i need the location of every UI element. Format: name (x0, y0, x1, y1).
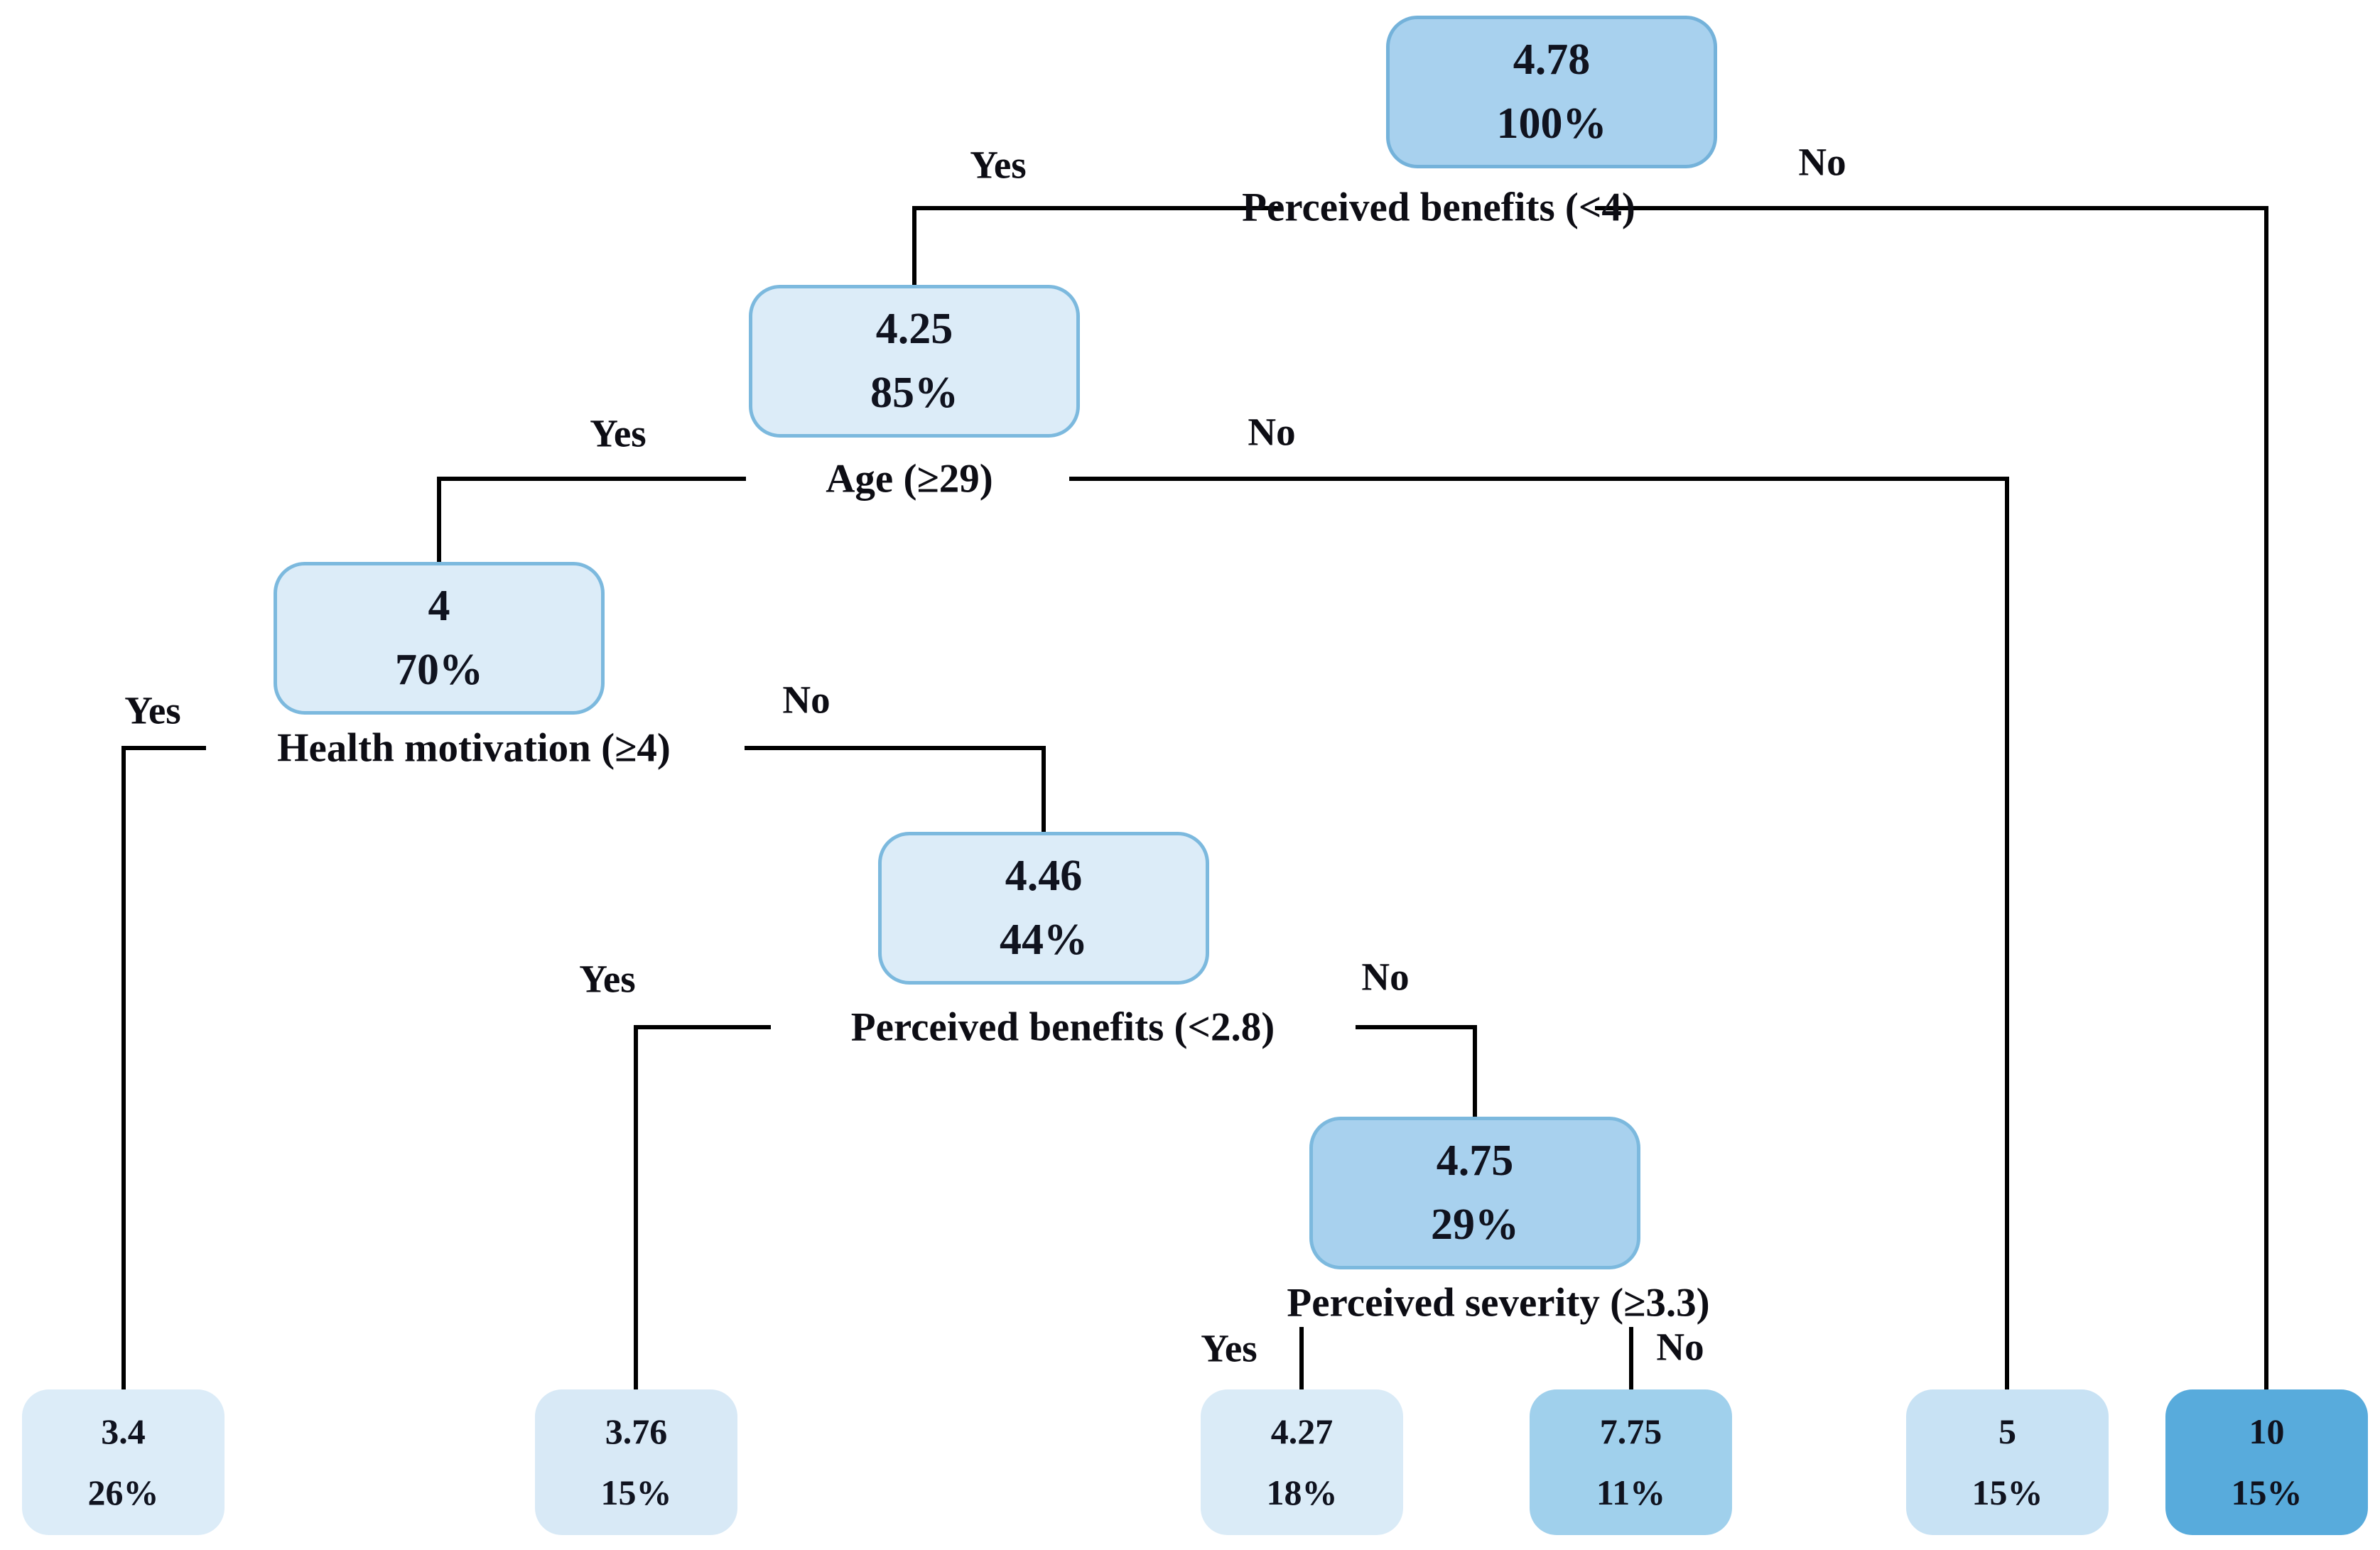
split-condition-perceived-severity-33: Perceived severity (≥3.3) (1287, 1280, 1710, 1326)
node-value: 3.4 (101, 1411, 146, 1452)
node-percent: 85% (870, 368, 958, 417)
branch-label-root-no: No (1798, 140, 1846, 184)
tree-leaf-5: 5 15% (1906, 1389, 2109, 1535)
edge-health-no-vertical (1042, 746, 1046, 832)
node-percent: 15% (600, 1473, 672, 1513)
node-value: 7.75 (1599, 1411, 1662, 1452)
edge-root-yes-horizontal (914, 206, 1282, 210)
tree-leaf-3-4: 3.4 26% (22, 1389, 225, 1535)
node-percent: 70% (395, 645, 483, 694)
node-value: 4 (428, 581, 450, 630)
edge-age-yes-horizontal (439, 477, 746, 481)
node-value: 4.75 (1436, 1136, 1514, 1185)
edge-benefits28-no-horizontal (1356, 1025, 1477, 1029)
edge-benefits28-no-vertical (1473, 1025, 1477, 1117)
node-value: 4.78 (1513, 35, 1591, 84)
split-condition-age-29: Age (≥29) (826, 456, 993, 502)
edge-root-no-horizontal (1595, 206, 2268, 210)
edge-benefits28-yes-vertical (634, 1025, 638, 1389)
tree-leaf-10: 10 15% (2165, 1389, 2368, 1535)
tree-node-4: 4 70% (274, 562, 605, 715)
node-value: 5 (1998, 1411, 2016, 1452)
node-percent: 26% (87, 1473, 159, 1513)
node-value: 4.46 (1005, 851, 1083, 900)
branch-label-root-yes: Yes (970, 143, 1027, 187)
split-condition-perceived-benefits-28: Perceived benefits (<2.8) (850, 1004, 1275, 1050)
node-percent: 29% (1431, 1200, 1519, 1249)
edge-severity-yes-vertical (1299, 1327, 1304, 1389)
branch-label-age-no: No (1248, 410, 1296, 454)
node-percent: 44% (1000, 915, 1088, 964)
branch-label-severity-no: No (1656, 1325, 1704, 1369)
tree-node-4-75: 4.75 29% (1309, 1117, 1640, 1269)
tree-leaf-4-27: 4.27 18% (1201, 1389, 1403, 1535)
tree-leaf-7-75: 7.75 11% (1530, 1389, 1732, 1535)
branch-label-health-no: No (782, 678, 831, 722)
edge-health-yes-vertical (121, 746, 126, 1389)
edge-root-yes-vertical (912, 206, 916, 285)
tree-leaf-3-76: 3.76 15% (535, 1389, 737, 1535)
edge-root-no-vertical (2264, 206, 2268, 1389)
branch-label-benefits28-yes: Yes (579, 957, 636, 1001)
node-percent: 15% (2231, 1473, 2303, 1513)
tree-node-4-25: 4.25 85% (749, 285, 1080, 438)
edge-health-no-horizontal (745, 746, 1046, 750)
node-value: 3.76 (605, 1411, 668, 1452)
node-value: 10 (2249, 1411, 2285, 1452)
node-percent: 18% (1266, 1473, 1338, 1513)
node-value: 4.27 (1270, 1411, 1334, 1452)
edge-severity-no-vertical (1629, 1327, 1633, 1389)
split-condition-health-motivation-4: Health motivation (≥4) (277, 725, 671, 771)
branch-label-benefits28-no: No (1361, 955, 1410, 999)
node-value: 4.25 (875, 304, 953, 353)
tree-node-4-46: 4.46 44% (878, 832, 1209, 985)
node-percent: 100% (1496, 99, 1607, 148)
tree-node-root: 4.78 100% (1386, 16, 1717, 168)
branch-label-health-yes: Yes (124, 688, 181, 732)
node-percent: 11% (1596, 1473, 1666, 1513)
split-condition-perceived-benefits-4: Perceived benefits (<4) (1242, 185, 1635, 230)
branch-label-age-yes: Yes (590, 411, 647, 455)
edge-age-yes-vertical (437, 477, 441, 562)
branch-label-severity-yes: Yes (1201, 1326, 1257, 1370)
node-percent: 15% (1971, 1473, 2043, 1513)
edge-benefits28-yes-horizontal (636, 1025, 771, 1029)
edge-age-no-horizontal (1069, 477, 2009, 481)
edge-health-yes-horizontal (124, 746, 206, 750)
edge-age-no-vertical (2005, 477, 2009, 1389)
